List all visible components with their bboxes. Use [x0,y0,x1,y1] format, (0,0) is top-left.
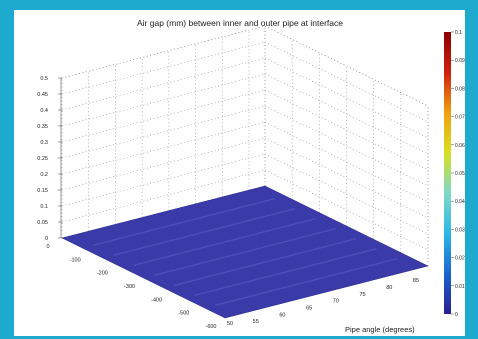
x-tick-label: 65 [306,305,312,311]
z-tick-label: 0.25 [37,156,48,162]
z-tick-label: 0.15 [37,188,48,194]
colorbar-tick-label: 0.05 [455,171,465,177]
z-tick-label: 0.3 [40,140,48,146]
surface-stripe [133,218,316,266]
colorbar-tick-label: 0.04 [455,199,465,205]
grid-z-line [264,57,429,139]
x-tick-label: 55 [253,319,259,325]
x-axis-ticks: 55 60 65 70 75 80 85 50 [227,278,419,327]
grid-z-line [264,25,429,107]
colorbar-tick-label: 0.06 [455,143,465,149]
colorbar-tick-label: 0.02 [455,256,465,262]
surface-plot [61,185,429,319]
x-axis-label: Pipe angle (degrees) [345,325,415,334]
colorbar [444,32,451,314]
y-tick-label: -200 [97,271,108,277]
z-tick-label: 0.1 [40,204,48,210]
z-tick-label: 0.2 [40,172,48,178]
y-tick-label: -100 [70,257,81,263]
surface-stripe [154,228,336,276]
x-tick-label: 50 [227,321,233,327]
colorbar-tick-label: 0.1 [455,30,462,36]
colorbar-tick-label: 0.07 [455,115,465,121]
colorbar-ticks: 0 0.01 0.02 0.03 0.04 0.05 0.06 0.07 0.08 0.09 0.1 [451,30,465,318]
axes-grid [61,25,429,267]
grid-z-line [264,169,429,251]
x-tick-label: 70 [333,299,339,305]
surface-stripe [113,208,296,256]
z-tick-label: 0.4 [40,108,48,114]
grid-z-line [264,137,429,219]
x-tick-label: 80 [386,285,392,291]
surface-stripe [194,248,377,296]
z-tick-label: 0.5 [40,76,48,82]
grid-z-line [264,105,429,187]
z-tick-label: 0.05 [37,220,48,226]
z-tick-label: 0.35 [37,124,48,130]
surface-stripe [215,258,398,306]
colorbar-tick-label: 0.01 [455,284,465,290]
x-tick-label: 85 [413,278,419,284]
colorbar-tick-label: 0 [455,312,458,318]
z-tick-label: 0 [45,236,48,242]
y-tick-label: -500 [178,311,189,317]
surface-stripe [174,238,357,286]
x-tick-label: 60 [279,312,285,318]
colorbar-tick-label: 0.09 [455,58,465,64]
y-tick-label: -400 [151,297,162,303]
grid-z-line [264,89,429,171]
y-axis-ticks: 0 -100 -200 -300 -400 -500 -600 [46,244,216,330]
z-tick-label: 0.45 [37,92,48,98]
z-axis-ticks: 0 0.05 0.1 0.15 0.2 0.25 0.3 0.35 0.4 0.45 0.5 [37,76,62,242]
x-tick-label: 75 [359,292,365,298]
surface-stripe [92,198,275,246]
chart-title: Air gap (mm) between inner and outer pip… [137,18,343,28]
y-tick-label: -300 [124,284,135,290]
y-tick-label: -600 [205,324,216,330]
y-tick-label: 0 [46,244,49,250]
colorbar-tick-label: 0.08 [455,86,465,92]
colorbar-tick-label: 0.03 [455,227,465,233]
